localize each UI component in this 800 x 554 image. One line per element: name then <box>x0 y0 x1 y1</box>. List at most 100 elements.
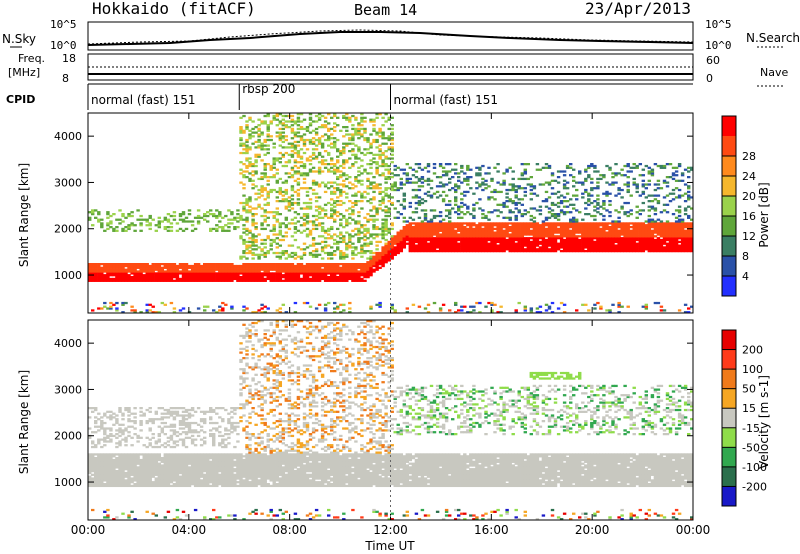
echo-cell <box>254 198 258 201</box>
echo-cell <box>444 235 449 238</box>
echo-cell <box>339 268 343 271</box>
echo-cell <box>562 303 567 306</box>
echo-cell <box>435 227 440 231</box>
echo-cell <box>314 209 319 212</box>
echo-cell <box>266 127 270 131</box>
echo-cell <box>469 168 473 171</box>
echo-cell <box>351 272 355 275</box>
echo-cell <box>245 276 249 279</box>
echo-cell <box>441 233 446 236</box>
echo-cell <box>626 190 630 194</box>
echo-cell <box>505 192 509 195</box>
echo-cell <box>293 311 298 314</box>
echo-cell <box>469 226 473 229</box>
echo-cell <box>339 257 343 260</box>
echo-cell <box>493 198 497 201</box>
echo-cell <box>163 270 168 273</box>
echo-cell <box>381 231 385 234</box>
echo-cell <box>584 227 588 231</box>
echo-cell <box>596 237 600 240</box>
echo-cell <box>100 279 104 282</box>
echo-cell <box>451 233 455 236</box>
echo-cell <box>348 137 352 140</box>
echo-cell <box>411 244 416 247</box>
echo-cell <box>550 192 555 195</box>
echo-cell <box>417 240 422 244</box>
echo-cell <box>387 157 391 160</box>
echo-cell <box>550 209 555 212</box>
echo-cell <box>538 226 543 229</box>
echo-cell <box>541 200 546 203</box>
echo-cell <box>342 216 346 219</box>
echo-cell <box>414 240 419 244</box>
echo-cell <box>275 200 280 203</box>
echo-cell <box>260 146 264 149</box>
echo-cell <box>384 253 388 256</box>
echo-cell <box>169 279 174 282</box>
echo-cell <box>466 229 470 232</box>
echo-cell <box>257 264 261 268</box>
echo-cell <box>605 181 609 184</box>
echo-cell <box>351 268 355 271</box>
echo-cell <box>327 137 331 140</box>
echo-cell <box>653 222 658 225</box>
echo-cell <box>339 183 343 186</box>
echo-cell <box>290 263 295 266</box>
echo-cell <box>333 192 337 195</box>
echo-cell <box>357 237 361 240</box>
echo-cell <box>330 166 334 169</box>
echo-cell <box>375 268 379 271</box>
echo-cell <box>296 194 301 197</box>
echo-cell <box>118 268 122 271</box>
echo-cell <box>656 227 661 231</box>
echo-cell <box>336 276 340 279</box>
echo-cell <box>348 116 352 119</box>
echo-cell <box>396 235 400 238</box>
echo-cell <box>444 246 449 249</box>
echo-cell <box>671 238 676 242</box>
echo-cell <box>677 214 682 218</box>
echo-cell <box>490 233 494 236</box>
echo-cell <box>653 231 658 234</box>
echo-cell <box>683 183 688 186</box>
echo-cell <box>263 172 267 175</box>
echo-cell <box>520 226 525 229</box>
echo-cell <box>372 224 376 227</box>
echo-cell <box>257 177 261 181</box>
echo-cell <box>169 214 174 218</box>
echo-cell <box>293 120 298 123</box>
echo-cell <box>611 250 615 253</box>
echo-cell <box>457 179 461 182</box>
echo-cell <box>423 240 428 244</box>
echo-cell <box>354 118 358 121</box>
echo-cell <box>668 250 673 253</box>
echo-cell <box>127 279 131 282</box>
echo-cell <box>112 229 116 232</box>
echo-cell <box>502 226 506 229</box>
echo-cell <box>553 222 558 225</box>
echo-cell <box>242 209 246 212</box>
echo-cell <box>575 226 579 229</box>
echo-cell <box>438 309 443 312</box>
echo-cell <box>314 227 319 231</box>
echo-cell <box>203 266 207 269</box>
echo-cell <box>360 274 364 277</box>
echo-cell <box>366 163 370 166</box>
echo-cell <box>199 277 204 281</box>
echo-cell <box>384 248 388 251</box>
echo-cell <box>254 238 258 242</box>
echo-cell <box>650 235 655 238</box>
echo-cell <box>357 277 361 281</box>
echo-cell <box>369 183 373 186</box>
echo-cell <box>466 164 470 168</box>
echo-cell <box>254 131 258 134</box>
echo-cell <box>553 214 558 218</box>
echo-cell <box>475 226 479 229</box>
echo-cell <box>363 190 367 194</box>
echo-cell <box>417 250 422 253</box>
echo-cell <box>496 226 500 229</box>
echo-cell <box>454 211 458 214</box>
echo-cell <box>448 188 452 192</box>
echo-cell <box>659 166 664 169</box>
echo-cell <box>151 266 155 269</box>
